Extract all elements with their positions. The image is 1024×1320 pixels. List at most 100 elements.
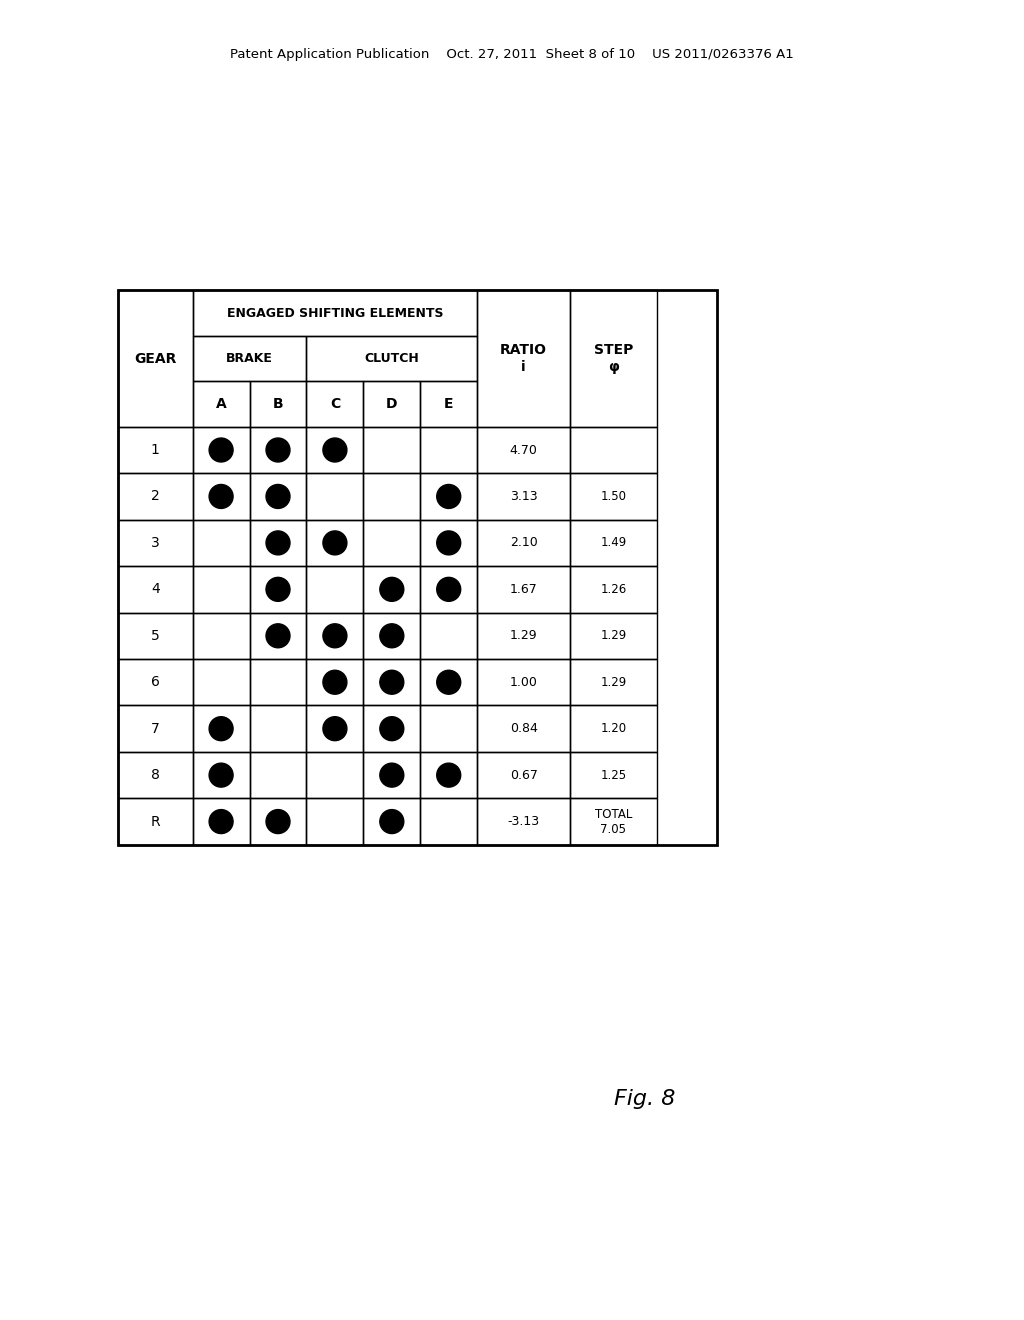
Text: 7: 7: [151, 722, 160, 735]
Ellipse shape: [380, 577, 403, 602]
Text: 0.84: 0.84: [510, 722, 538, 735]
Bar: [118, 799, 193, 845]
Ellipse shape: [209, 484, 233, 508]
Bar: [306, 705, 364, 752]
Text: 1.20: 1.20: [600, 722, 627, 735]
Text: 4.70: 4.70: [510, 444, 538, 457]
Bar: [570, 705, 657, 752]
Bar: [193, 290, 477, 335]
Bar: [193, 520, 250, 566]
Ellipse shape: [209, 809, 233, 833]
Text: Fig. 8: Fig. 8: [614, 1089, 676, 1109]
Bar: [118, 566, 193, 612]
Bar: [118, 520, 193, 566]
Bar: [250, 566, 306, 612]
Ellipse shape: [266, 438, 290, 462]
Bar: [477, 752, 570, 799]
Text: CLUTCH: CLUTCH: [365, 352, 419, 366]
Bar: [477, 659, 570, 705]
Bar: [570, 426, 657, 474]
Bar: [570, 659, 657, 705]
Bar: [193, 381, 250, 426]
Bar: [570, 290, 657, 426]
Ellipse shape: [209, 438, 233, 462]
Text: D: D: [386, 397, 397, 411]
Bar: [306, 335, 477, 381]
Ellipse shape: [266, 624, 290, 648]
Bar: [250, 659, 306, 705]
Bar: [364, 705, 420, 752]
Bar: [193, 612, 250, 659]
Bar: [118, 474, 193, 520]
Text: TOTAL
7.05: TOTAL 7.05: [595, 808, 632, 836]
Text: 0.67: 0.67: [510, 768, 538, 781]
Text: 1.26: 1.26: [600, 583, 627, 595]
Bar: [364, 659, 420, 705]
Bar: [193, 335, 306, 381]
Ellipse shape: [380, 671, 403, 694]
Text: 1.29: 1.29: [600, 676, 627, 689]
Ellipse shape: [437, 763, 461, 787]
Bar: [420, 799, 477, 845]
Ellipse shape: [266, 577, 290, 602]
Bar: [420, 612, 477, 659]
Bar: [306, 752, 364, 799]
Bar: [364, 520, 420, 566]
Text: A: A: [216, 397, 226, 411]
Bar: [420, 520, 477, 566]
Bar: [306, 381, 364, 426]
Text: 1.49: 1.49: [600, 536, 627, 549]
Bar: [306, 520, 364, 566]
Bar: [570, 520, 657, 566]
Bar: [364, 752, 420, 799]
Bar: [570, 752, 657, 799]
Bar: [250, 474, 306, 520]
Bar: [306, 426, 364, 474]
Text: 4: 4: [151, 582, 160, 597]
Ellipse shape: [209, 763, 233, 787]
Bar: [118, 752, 193, 799]
Bar: [364, 799, 420, 845]
Bar: [193, 752, 250, 799]
Bar: [364, 381, 420, 426]
Bar: [250, 612, 306, 659]
Text: STEP
φ: STEP φ: [594, 343, 633, 374]
Ellipse shape: [380, 763, 403, 787]
Bar: [193, 566, 250, 612]
Bar: [477, 799, 570, 845]
Ellipse shape: [380, 809, 403, 833]
Bar: [306, 474, 364, 520]
Text: 1: 1: [151, 444, 160, 457]
Text: 1.29: 1.29: [510, 630, 538, 643]
Bar: [306, 612, 364, 659]
Bar: [477, 426, 570, 474]
Bar: [306, 799, 364, 845]
Ellipse shape: [323, 624, 347, 648]
Bar: [193, 659, 250, 705]
Ellipse shape: [323, 531, 347, 554]
Bar: [570, 799, 657, 845]
Bar: [250, 705, 306, 752]
Text: E: E: [444, 397, 454, 411]
Bar: [364, 612, 420, 659]
Text: -3.13: -3.13: [508, 814, 540, 828]
Bar: [570, 612, 657, 659]
Ellipse shape: [380, 624, 403, 648]
Text: 6: 6: [151, 676, 160, 689]
Ellipse shape: [266, 484, 290, 508]
Ellipse shape: [266, 531, 290, 554]
Text: ENGAGED SHIFTING ELEMENTS: ENGAGED SHIFTING ELEMENTS: [226, 306, 443, 319]
Bar: [250, 381, 306, 426]
Bar: [118, 659, 193, 705]
Bar: [306, 566, 364, 612]
Bar: [570, 566, 657, 612]
Text: 1.67: 1.67: [510, 583, 538, 595]
Bar: [477, 566, 570, 612]
Text: RATIO
i: RATIO i: [500, 343, 547, 374]
Bar: [570, 474, 657, 520]
Bar: [364, 426, 420, 474]
Text: 5: 5: [151, 628, 160, 643]
Bar: [420, 752, 477, 799]
Text: B: B: [272, 397, 284, 411]
Bar: [420, 426, 477, 474]
